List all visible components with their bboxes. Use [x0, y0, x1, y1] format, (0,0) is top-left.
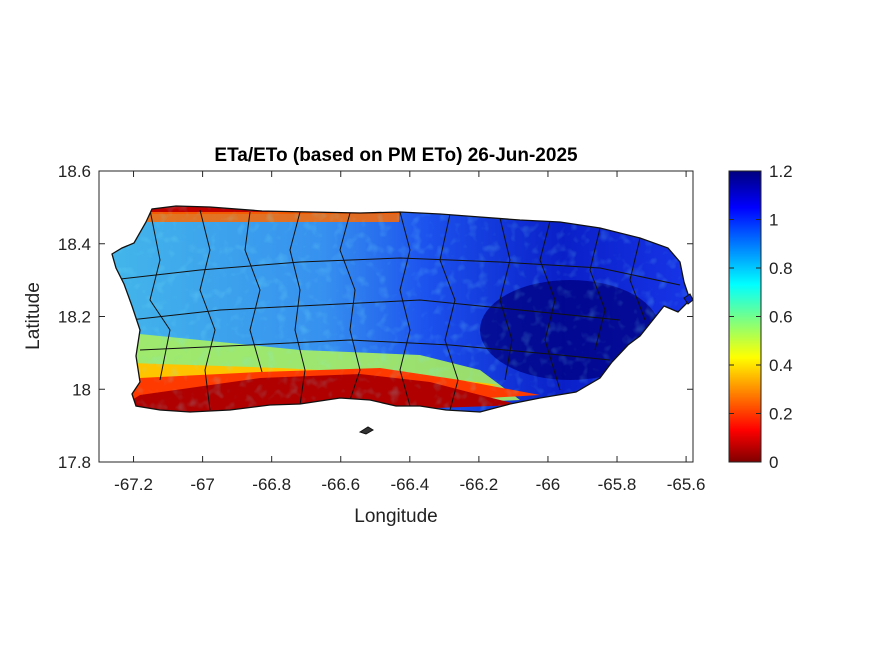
- offshore-islet: [358, 426, 374, 435]
- x-tick-label: -67.2: [114, 475, 153, 494]
- colorbar-tick-label: 1.2: [769, 162, 793, 181]
- colorbar-tick-label: 0.2: [769, 405, 793, 424]
- colorbar-tick-label: 0.4: [769, 356, 793, 375]
- x-tick-label: -67: [190, 475, 215, 494]
- y-tick-label: 18.2: [58, 308, 91, 327]
- y-tick-label: 18.6: [58, 162, 91, 181]
- x-tick-label: -66.4: [390, 475, 429, 494]
- y-tick-label: 18: [72, 380, 91, 399]
- x-tick-label: -66.2: [460, 475, 499, 494]
- colorbar-tick-label: 1: [769, 211, 778, 230]
- colorbar-tick-label: 0: [769, 453, 778, 472]
- colorbar: [728, 170, 762, 463]
- y-axis: 17.8 18 18.2 18.4 18.6: [58, 162, 693, 472]
- boundaries: [111, 205, 691, 413]
- chart-title: ETa/ETo (based on PM ETo) 26-Jun-2025: [214, 145, 578, 166]
- x-tick-label: -66: [536, 475, 561, 494]
- x-tick-label: -65.8: [598, 475, 637, 494]
- x-tick-label: -66.8: [252, 475, 291, 494]
- heatmap-texture: [112, 206, 690, 412]
- colorbar-ticks: 0 0.2 0.4 0.6 0.8 1 1.2: [729, 162, 793, 472]
- x-tick-label: -66.6: [321, 475, 360, 494]
- boundary-lines: [112, 209, 681, 411]
- x-tick-label: -65.6: [667, 475, 706, 494]
- x-axis-label: Longitude: [354, 506, 437, 527]
- y-tick-label: 17.8: [58, 453, 91, 472]
- y-axis-label: Latitude: [23, 282, 44, 350]
- colorbar-tick-label: 0.8: [769, 259, 793, 278]
- colorbar-tick-label: 0.6: [769, 308, 793, 327]
- y-tick-label: 18.4: [58, 235, 91, 254]
- x-axis: -67.2 -67 -66.8 -66.6 -66.4 -66.2 -66 -65.8 -65.…: [114, 171, 705, 494]
- offshore-islet-east: [683, 293, 694, 305]
